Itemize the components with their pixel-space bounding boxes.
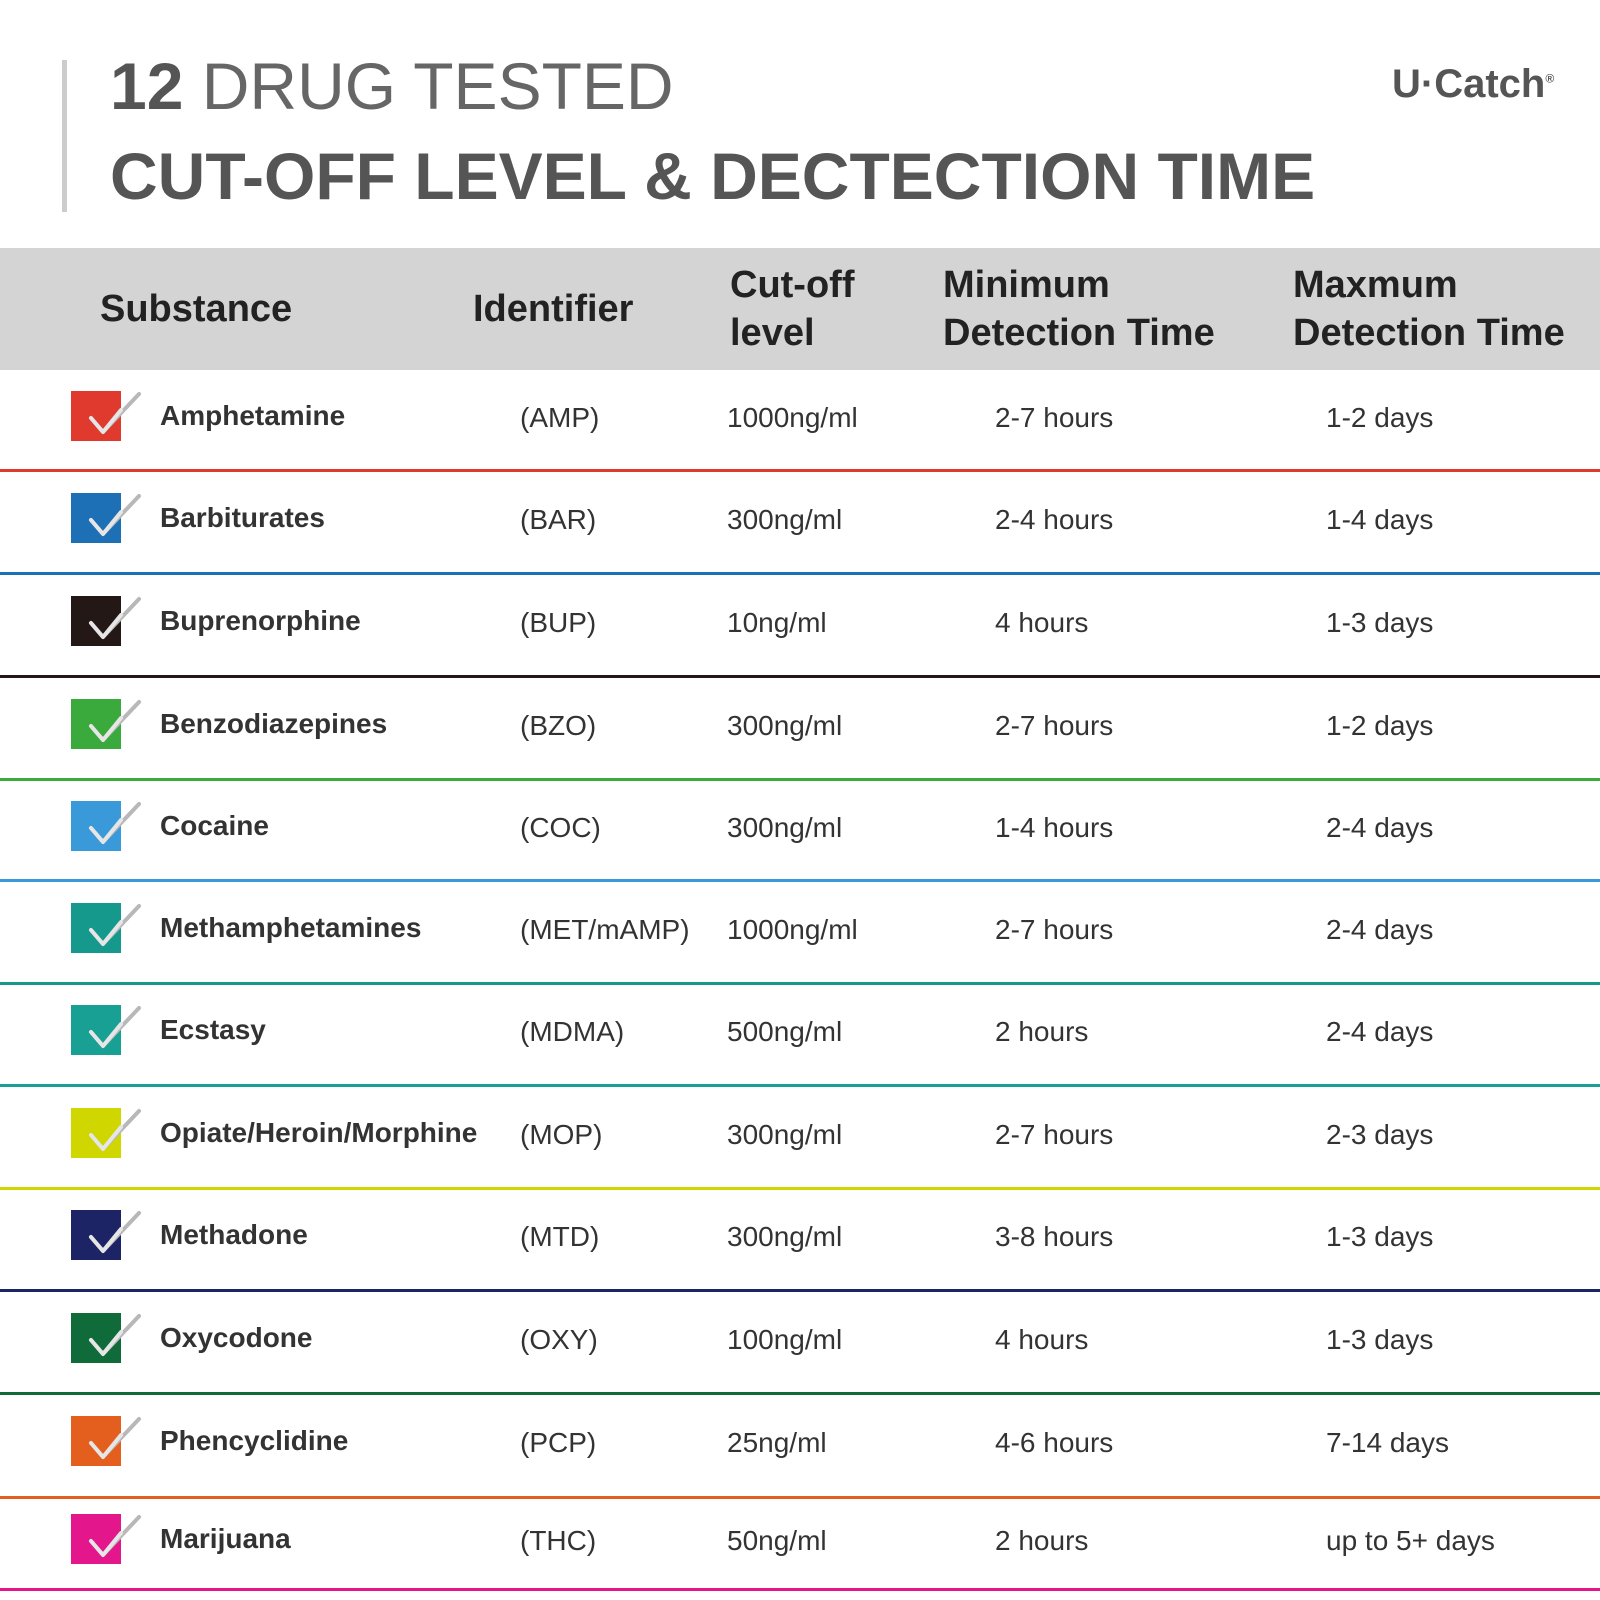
row-divider — [0, 468, 1600, 472]
checkbox-icon — [71, 492, 141, 543]
checkbox-icon — [71, 1416, 141, 1466]
max: 2-4 days — [1326, 1016, 1434, 1047]
min: 2-7 hours — [995, 1118, 1114, 1150]
row-divider — [0, 1083, 1600, 1087]
substance: Oxycodone — [160, 1321, 313, 1353]
cutoff: 1000ng/ml — [727, 402, 858, 433]
identifier: (OXY) — [520, 1323, 598, 1355]
row-divider — [0, 1391, 1600, 1395]
logo-mark: ® — [1545, 71, 1555, 86]
identifier: (AMP) — [520, 402, 600, 433]
cutoff: 300ng/ml — [727, 1118, 843, 1150]
identifier: (BZO) — [520, 709, 597, 741]
logo-text: U·Catch — [1392, 62, 1546, 106]
max: 1-2 days — [1326, 709, 1434, 741]
title-bar — [62, 60, 67, 212]
checkbox-icon — [71, 1107, 141, 1158]
identifier: (BUP) — [520, 606, 597, 638]
column-header: Substance — [100, 288, 293, 330]
row-divider — [0, 1587, 1600, 1591]
column-header: Maxmum Detection Time — [1293, 264, 1565, 354]
max: 2-3 days — [1326, 1118, 1434, 1150]
identifier: (THC) — [520, 1525, 597, 1556]
identifier: (MET/mAMP) — [520, 913, 690, 945]
min: 2 hours — [995, 1525, 1089, 1556]
cutoff: 1000ng/ml — [727, 913, 858, 945]
max: 7-14 days — [1326, 1427, 1449, 1458]
min: 1-4 hours — [995, 811, 1114, 843]
substance: Barbiturates — [160, 501, 325, 533]
min: 2 hours — [995, 1016, 1089, 1047]
identifier: (MTD) — [520, 1221, 600, 1252]
max: 1-4 days — [1326, 503, 1434, 535]
min: 3-8 hours — [995, 1221, 1114, 1252]
row-divider — [0, 777, 1600, 781]
substance: Amphetamine — [160, 400, 346, 431]
cutoff: 300ng/ml — [727, 503, 843, 535]
checkbox-icon — [71, 1312, 141, 1363]
max: 1-3 days — [1326, 1323, 1434, 1355]
substance: Opiate/Heroin/Morphine — [160, 1116, 478, 1148]
min: 2-7 hours — [995, 913, 1114, 945]
row-divider — [0, 674, 1600, 678]
checkbox-icon — [71, 1514, 141, 1564]
checkbox-icon — [71, 595, 141, 646]
title: 12 DRUG TESTED — [110, 48, 674, 124]
column-header: Minimum Detection Time — [943, 264, 1215, 354]
checkbox-icon — [71, 391, 141, 441]
checkbox-icon — [71, 800, 141, 851]
min: 4 hours — [995, 606, 1089, 638]
cutoff: 100ng/ml — [727, 1323, 843, 1355]
substance: Phencyclidine — [160, 1425, 349, 1456]
column-header: Identifier — [473, 288, 634, 330]
header-band — [0, 248, 1600, 370]
logo: U·Catch® — [1392, 62, 1554, 107]
row-divider — [0, 1186, 1600, 1190]
row-divider — [0, 878, 1600, 882]
cutoff: 25ng/ml — [727, 1427, 827, 1458]
substance: Methamphetamines — [160, 911, 422, 943]
substance: Marijuana — [160, 1523, 291, 1554]
title-number: 12 — [110, 49, 184, 123]
subtitle: CUT-OFF LEVEL & DECTECTION TIME — [110, 139, 1316, 213]
substance: Methadone — [160, 1219, 308, 1250]
max: 2-4 days — [1326, 811, 1434, 843]
cutoff: 300ng/ml — [727, 709, 843, 741]
substance: Benzodiazepines — [160, 707, 388, 739]
checkbox-icon — [71, 1210, 141, 1260]
row-divider — [0, 981, 1600, 985]
identifier: (PCP) — [520, 1427, 597, 1458]
row-divider — [0, 1288, 1600, 1292]
identifier: (MOP) — [520, 1118, 603, 1150]
max: 1-3 days — [1326, 1221, 1434, 1252]
column-header: Cut-off level — [730, 264, 855, 354]
row-divider — [0, 571, 1600, 575]
min: 2-4 hours — [995, 503, 1114, 535]
checkbox-icon — [71, 698, 141, 749]
cutoff: 300ng/ml — [727, 811, 843, 843]
identifier: (BAR) — [520, 503, 597, 535]
min: 4-6 hours — [995, 1427, 1114, 1458]
max: up to 5+ days — [1326, 1525, 1495, 1556]
title-text: DRUG TESTED — [201, 49, 674, 123]
max: 2-4 days — [1326, 913, 1434, 945]
min: 2-7 hours — [995, 402, 1114, 433]
max: 1-2 days — [1326, 402, 1434, 433]
checkbox-icon — [71, 902, 141, 953]
max: 1-3 days — [1326, 606, 1434, 638]
min: 2-7 hours — [995, 709, 1114, 741]
checkbox-icon — [71, 1005, 141, 1055]
cutoff: 10ng/ml — [727, 606, 827, 638]
cutoff: 300ng/ml — [727, 1221, 843, 1252]
row-divider — [0, 1495, 1600, 1499]
identifier: (MDMA) — [520, 1016, 625, 1047]
substance: Buprenorphine — [160, 604, 361, 636]
cutoff: 500ng/ml — [727, 1016, 843, 1047]
min: 4 hours — [995, 1323, 1089, 1355]
substance: Cocaine — [160, 809, 269, 841]
cutoff: 50ng/ml — [727, 1525, 827, 1556]
identifier: (COC) — [520, 811, 601, 843]
substance: Ecstasy — [160, 1014, 266, 1045]
